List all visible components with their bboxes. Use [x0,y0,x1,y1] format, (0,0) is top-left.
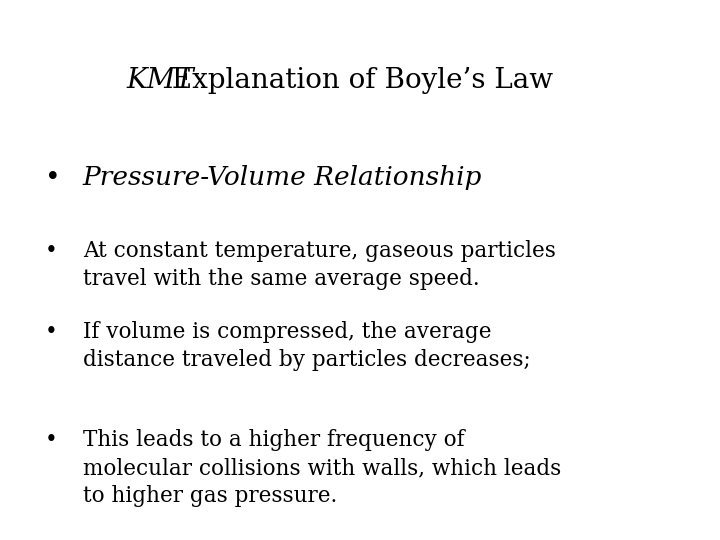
Text: KMT: KMT [126,68,194,94]
Text: Pressure-Volume Relationship: Pressure-Volume Relationship [83,165,482,190]
Text: •: • [45,165,60,190]
Text: If volume is compressed, the average
distance traveled by particles decreases;: If volume is compressed, the average dis… [83,321,531,372]
Text: At constant temperature, gaseous particles
travel with the same average speed.: At constant temperature, gaseous particl… [83,240,556,290]
Text: •: • [45,429,58,451]
Text: •: • [45,321,58,343]
Text: Explanation of Boyle’s Law: Explanation of Boyle’s Law [163,68,554,94]
Text: This leads to a higher frequency of
molecular collisions with walls, which leads: This leads to a higher frequency of mole… [83,429,561,507]
Text: •: • [45,240,58,262]
